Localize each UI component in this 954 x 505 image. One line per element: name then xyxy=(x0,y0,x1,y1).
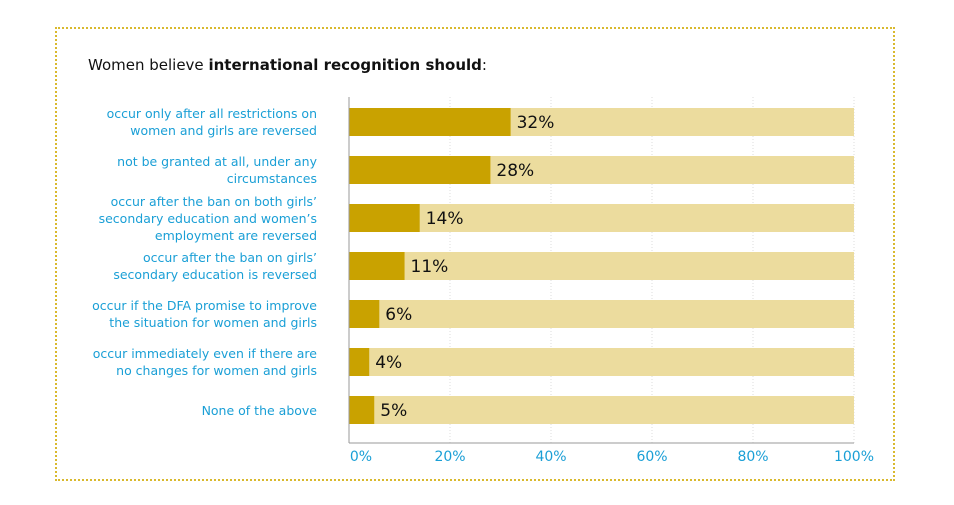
value-label: 11% xyxy=(411,257,449,277)
bar xyxy=(349,396,375,424)
category-label: occur if the DFA promise to improve the … xyxy=(60,282,317,346)
bar xyxy=(349,348,370,376)
bar xyxy=(349,156,491,184)
x-tick-label: 0% xyxy=(350,449,372,465)
bar-background xyxy=(349,252,854,280)
value-label: 5% xyxy=(380,401,407,421)
value-label: 14% xyxy=(426,209,464,229)
category-label: not be granted at all, under any circums… xyxy=(60,138,317,202)
x-tick-label: 20% xyxy=(434,449,465,465)
bar xyxy=(349,108,511,136)
bar-background xyxy=(349,300,854,328)
category-label: occur immediately even if there are no c… xyxy=(60,330,317,394)
value-label: 4% xyxy=(375,353,402,373)
title-suffix: : xyxy=(481,56,487,74)
bar-background xyxy=(349,204,854,232)
bar xyxy=(349,300,380,328)
frame xyxy=(55,27,895,481)
bar xyxy=(349,204,420,232)
value-label: 28% xyxy=(496,161,534,181)
title-text: Women believe xyxy=(88,56,204,74)
category-label: None of the above xyxy=(60,378,317,442)
x-tick-label: 60% xyxy=(636,449,667,465)
bar-background xyxy=(349,396,854,424)
x-tick-label: 80% xyxy=(737,449,768,465)
category-text: occur if the DFA promise to improve the … xyxy=(92,298,317,330)
x-tick-label: 40% xyxy=(535,449,566,465)
bar-background xyxy=(349,348,854,376)
category-label: occur after the ban on both girls’ secon… xyxy=(60,186,317,250)
title-emphasis: international recognition should xyxy=(208,56,482,74)
x-tick-label: 100% xyxy=(834,449,874,465)
category-text: occur only after all restrictions on wom… xyxy=(106,106,317,138)
chart-title: Women believe international recognition … xyxy=(88,56,487,74)
value-label: 32% xyxy=(517,113,555,133)
bar xyxy=(349,252,405,280)
category-label: occur after the ban on girls’ secondary … xyxy=(60,234,317,298)
value-label: 6% xyxy=(385,305,412,325)
category-label: occur only after all restrictions on wom… xyxy=(60,90,317,154)
category-text: None of the above xyxy=(201,402,317,418)
category-text: occur after the ban on girls’ secondary … xyxy=(113,250,317,282)
category-text: not be granted at all, under any circums… xyxy=(117,154,317,186)
category-text: occur after the ban on both girls’ secon… xyxy=(98,193,317,243)
category-text: occur immediately even if there are no c… xyxy=(92,346,317,378)
